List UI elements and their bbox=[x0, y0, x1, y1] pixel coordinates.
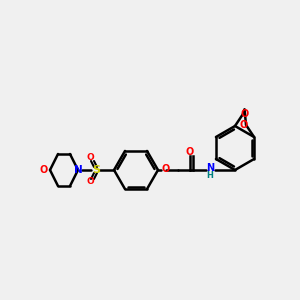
Text: O: O bbox=[40, 165, 48, 175]
Text: O: O bbox=[162, 164, 170, 174]
Text: N: N bbox=[74, 165, 82, 175]
Text: O: O bbox=[86, 178, 94, 187]
Text: O: O bbox=[240, 120, 248, 130]
Text: S: S bbox=[92, 165, 100, 175]
Text: O: O bbox=[186, 147, 194, 157]
Text: O: O bbox=[241, 109, 249, 119]
Text: N: N bbox=[206, 163, 214, 173]
Text: O: O bbox=[86, 154, 94, 163]
Text: H: H bbox=[207, 170, 213, 179]
